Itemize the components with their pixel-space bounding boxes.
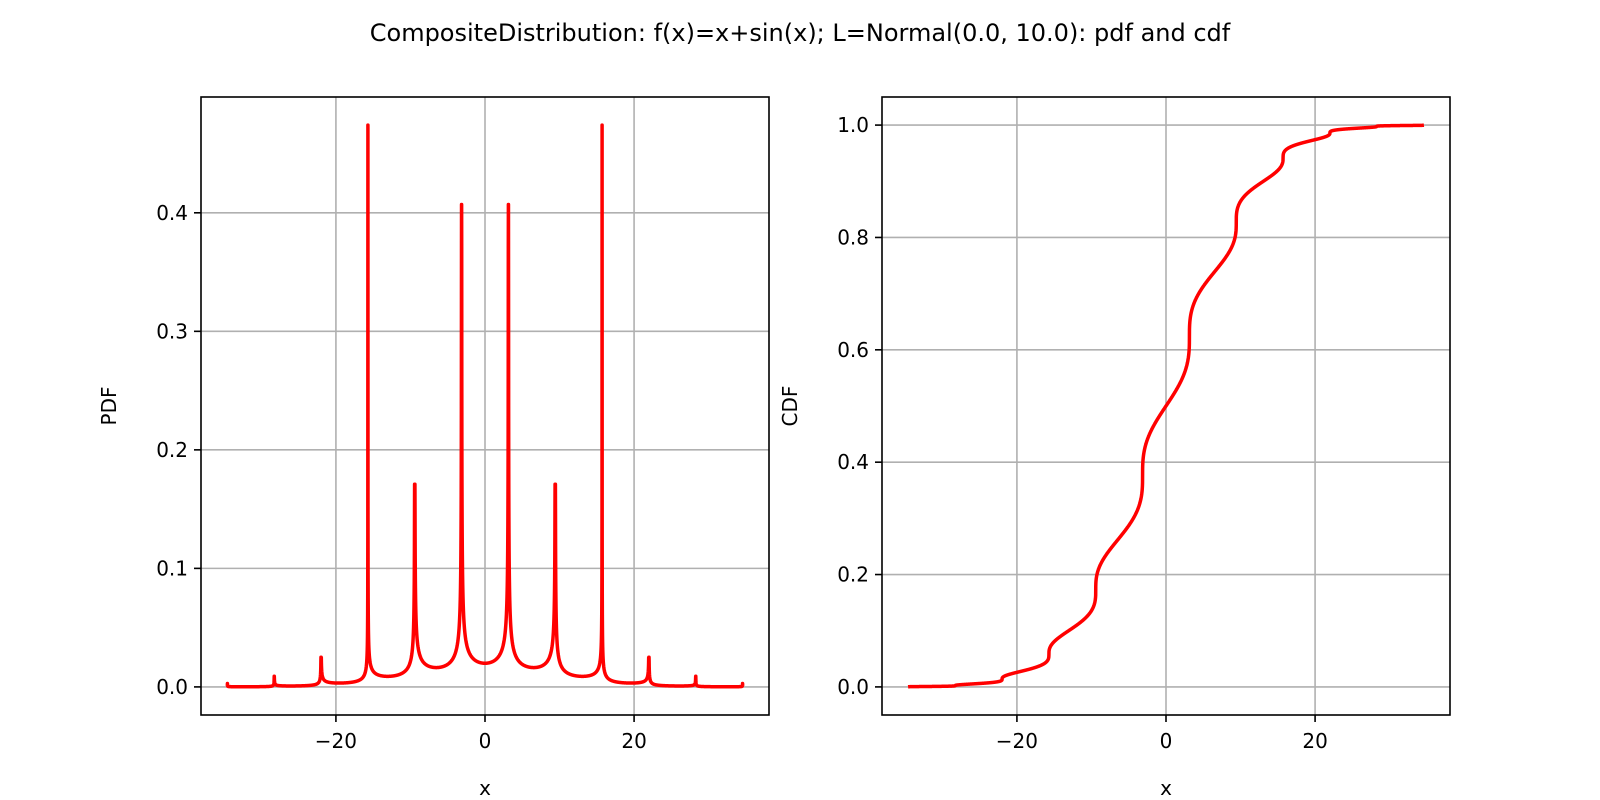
cdf-y-tick-label: 0.8 xyxy=(837,225,869,249)
cdf-y-tick-label: 0.6 xyxy=(837,338,869,362)
pdf-y-tick-label: 0.0 xyxy=(156,675,188,699)
pdf-x-tick-label: 0 xyxy=(479,729,492,753)
cdf-panel: −20 0 20 0.0 0.2 0.4 0.6 0.8 1.0 x CDF xyxy=(778,96,1451,800)
cdf-y-axis-label: CDF xyxy=(778,386,802,427)
cdf-ticks: −20 0 20 0.0 0.2 0.4 0.6 0.8 1.0 xyxy=(837,113,1328,753)
pdf-y-tick-label: 0.3 xyxy=(156,319,188,343)
cdf-x-axis-label: x xyxy=(1160,776,1172,800)
cdf-y-tick-label: 1.0 xyxy=(837,113,869,137)
cdf-series-line xyxy=(906,123,1426,689)
cdf-y-tick-label: 0.4 xyxy=(837,450,869,474)
pdf-series-line xyxy=(225,123,745,689)
pdf-panel: −20 0 20 0.0 0.1 0.2 0.3 0.4 x PDF xyxy=(97,96,770,800)
pdf-x-tick-label: −20 xyxy=(315,729,357,753)
pdf-y-tick-label: 0.1 xyxy=(156,556,188,580)
cdf-y-tick-label: 0.0 xyxy=(837,675,869,699)
pdf-x-tick-label: 20 xyxy=(621,729,646,753)
pdf-y-tick-label: 0.2 xyxy=(156,438,188,462)
pdf-y-axis-label: PDF xyxy=(97,387,121,426)
pdf-series xyxy=(225,123,745,689)
cdf-x-tick-label: 20 xyxy=(1302,729,1327,753)
pdf-y-tick-label: 0.4 xyxy=(156,201,188,225)
cdf-grid xyxy=(882,97,1450,715)
figure-title: CompositeDistribution: f(x)=x+sin(x); L=… xyxy=(370,19,1231,47)
cdf-y-tick-label: 0.2 xyxy=(837,563,869,587)
cdf-series xyxy=(906,123,1426,689)
cdf-x-tick-label: −20 xyxy=(996,729,1038,753)
pdf-ticks: −20 0 20 0.0 0.1 0.2 0.3 0.4 xyxy=(156,201,647,753)
pdf-x-axis-label: x xyxy=(479,776,491,800)
cdf-x-tick-label: 0 xyxy=(1160,729,1173,753)
